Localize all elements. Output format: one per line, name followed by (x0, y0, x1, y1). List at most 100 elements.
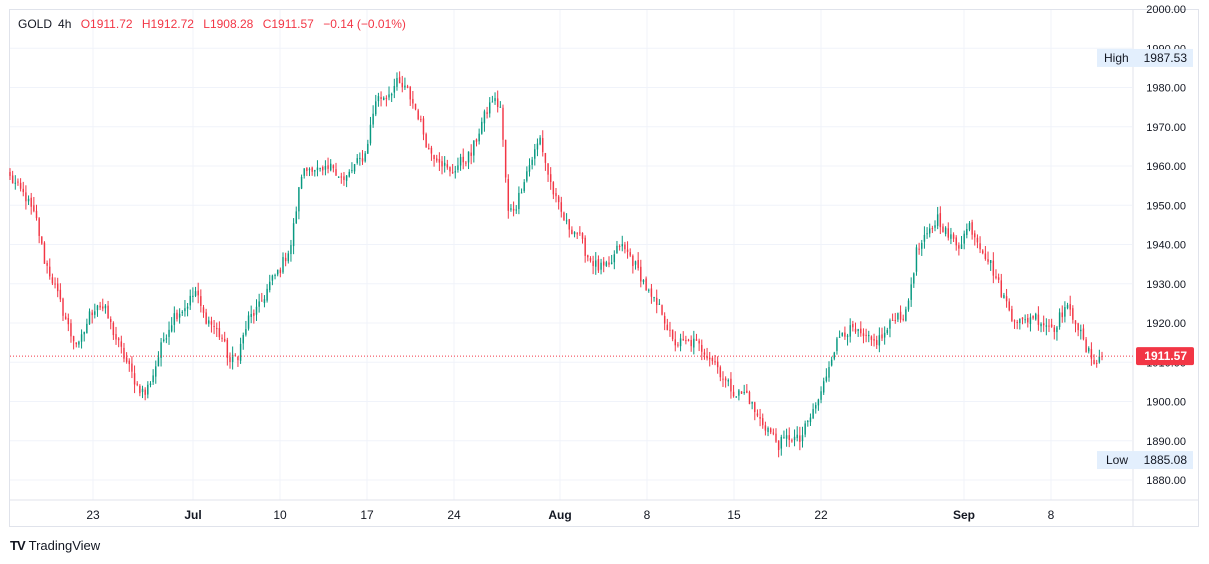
legend-symbol[interactable]: GOLD (18, 17, 53, 31)
candle-body (743, 392, 745, 394)
tradingview-attribution[interactable]: TV TradingView (10, 538, 100, 553)
candle-body (298, 187, 300, 212)
candle-body (133, 373, 136, 385)
candle-body (200, 296, 202, 306)
candle-body (136, 383, 138, 385)
candle-body (438, 158, 441, 163)
candle-body (520, 192, 523, 194)
legend-open: O1911.72 (80, 17, 133, 31)
candle-body (687, 339, 690, 341)
candle-body (589, 258, 592, 261)
candle-body (451, 172, 454, 174)
candle-body (605, 262, 608, 266)
candle-body (1090, 349, 1093, 359)
candle-body (303, 168, 305, 176)
candle-body (316, 167, 319, 171)
candle-body (1098, 356, 1101, 363)
candle-body (915, 247, 918, 272)
candle-body (671, 329, 674, 340)
candle-body (642, 279, 645, 283)
candle-body (372, 113, 374, 125)
candle-body (165, 338, 168, 340)
candle-body (1058, 312, 1061, 327)
candle-body (714, 361, 716, 363)
candle-body (952, 234, 955, 239)
candle-body (406, 86, 409, 88)
candle-body (64, 316, 67, 320)
candle-body (375, 101, 377, 115)
candle-body (801, 435, 804, 442)
candle-body (1042, 323, 1045, 326)
candle-body (131, 363, 133, 372)
price-tick-label: 1960.00 (1146, 161, 1186, 173)
candle-body (1032, 315, 1034, 319)
candle-body (730, 378, 732, 392)
candle-body (817, 399, 820, 406)
candle-body (115, 334, 117, 340)
candle-body (552, 182, 555, 195)
candle-body (189, 295, 191, 306)
candle-body (682, 339, 684, 341)
candle-body (719, 367, 722, 378)
high-value: 1987.53 (1144, 51, 1188, 65)
price-tick-label: 1880.00 (1146, 475, 1186, 487)
candle-body (271, 275, 274, 281)
candle-body (414, 103, 417, 110)
candle-body (393, 86, 396, 93)
legend-interval[interactable]: 4h (58, 17, 72, 31)
candle-body (266, 288, 268, 301)
candle-body (992, 260, 995, 276)
candle-body (979, 243, 981, 250)
candle-body (157, 357, 160, 367)
candle-body (258, 301, 260, 307)
candle-body (237, 357, 239, 361)
time-tick-label: 8 (644, 508, 651, 522)
candle-body (830, 359, 833, 366)
candle-body (661, 305, 663, 315)
candle-body (732, 391, 735, 397)
candle-body (936, 214, 939, 226)
candle-body (261, 300, 263, 302)
candle-body (740, 391, 743, 394)
candle-body (253, 313, 255, 316)
candle-body (369, 124, 372, 144)
candle-body (388, 94, 390, 98)
candle-body (343, 176, 345, 180)
candle-body (610, 262, 613, 265)
candle-body (854, 328, 857, 332)
candle-body (767, 427, 769, 433)
candle-body (1056, 327, 1058, 333)
candle-body (557, 196, 560, 203)
candle-body (762, 418, 764, 426)
low-badge (1097, 451, 1193, 470)
candle-body (587, 255, 589, 258)
candle-body (292, 223, 295, 247)
candle-body (173, 313, 176, 325)
candle-body (666, 324, 669, 331)
candle-body (634, 261, 637, 265)
candle-body (1050, 324, 1053, 327)
candle-body (104, 305, 107, 309)
candle-body (422, 118, 425, 135)
candle-body (441, 161, 443, 167)
candle-body (462, 156, 464, 163)
chart-frame[interactable] (9, 9, 1199, 527)
candle-body (35, 210, 38, 219)
candle-body (428, 147, 430, 150)
candle-body (504, 139, 507, 178)
candle-body (629, 252, 631, 256)
candle-body (812, 409, 814, 419)
candle-body (1000, 280, 1003, 297)
candle-body (518, 192, 520, 210)
candle-body (796, 434, 798, 439)
candle-body (290, 245, 292, 255)
candle-body (857, 329, 859, 331)
time-tick-label: Sep (953, 508, 975, 522)
candle-body (523, 182, 525, 192)
candle-body (443, 162, 446, 166)
candle-body (436, 158, 438, 161)
candle-body (1016, 321, 1018, 323)
candle-body (862, 333, 865, 337)
candle-body (1048, 325, 1050, 327)
